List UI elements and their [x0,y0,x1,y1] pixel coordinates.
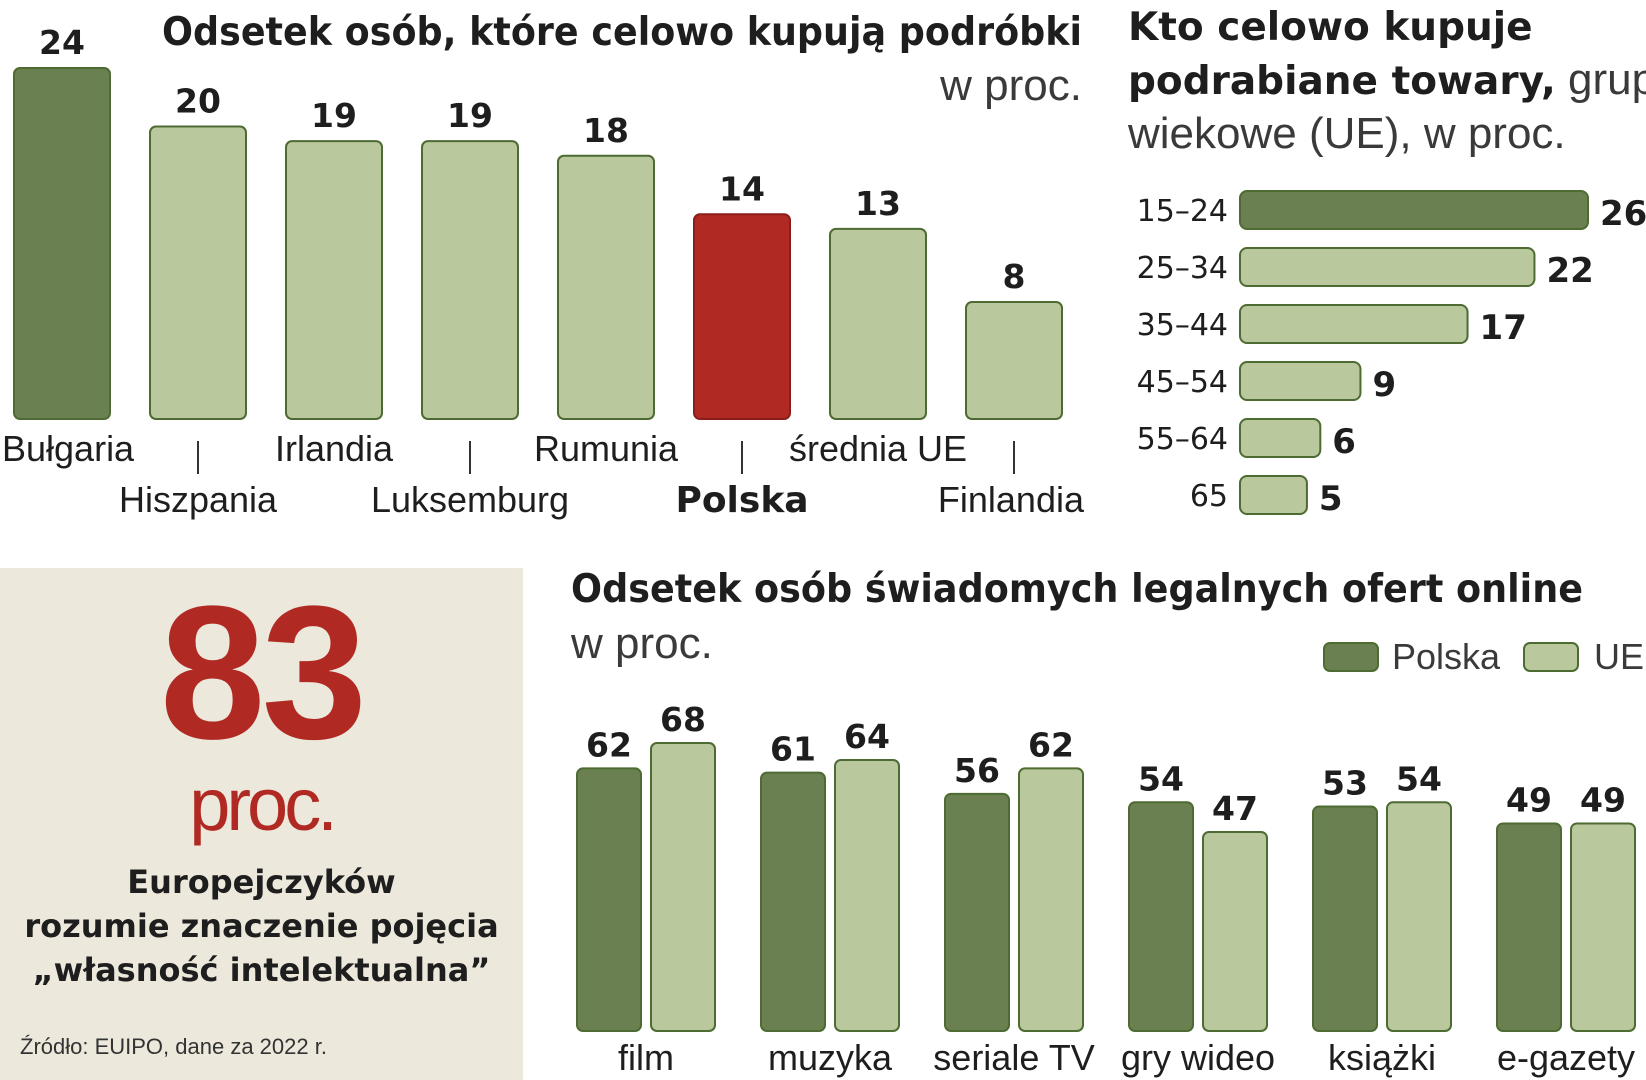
chart2-bar-3 [1239,304,1469,344]
stat-caption-line-1: Europejczyków [127,863,396,901]
chart1-value-label-2: 20 [175,82,221,121]
stat-number: 83 [159,567,367,779]
chart2-value-label-4: 9 [1372,365,1396,405]
stat-block: 83 proc. Europejczyków rozumie znaczenie… [0,578,523,989]
chart2-bar-4 [1239,361,1362,401]
stat-unit: proc. [189,763,338,846]
chart1-bar-3 [285,140,383,420]
chart3-category-label-4: gry wideo [1121,1037,1275,1078]
source-note: Źródło: EUIPO, dane za 2022 r. [20,1034,327,1059]
chart3-value-label-5-polska: 53 [1322,764,1368,803]
chart1-category-label-5: Rumunia [534,428,679,469]
stat-caption-line-2: rozumie znaczenie pojęcia [24,907,499,945]
chart2-value-label-5: 6 [1332,422,1356,462]
chart3-value-label-2-ue: 64 [844,717,890,756]
chart2-category-label-2: 25–34 [1137,251,1228,286]
chart1-category-label-3: Irlandia [275,428,394,469]
chart3-value-label-3-ue: 62 [1028,725,1074,764]
chart2-value-label-2: 22 [1546,251,1593,291]
chart3-value-label-1-ue: 68 [660,700,706,739]
chart2-category-label-1: 15–24 [1137,194,1228,229]
chart1-category-label-6: Polska [675,480,808,521]
chart2-title-line-3: wiekowe (UE), w proc. [1127,109,1566,158]
chart1-value-label-4: 19 [447,96,493,135]
chart3-category-label-6: e-gazety [1497,1037,1635,1078]
chart3-value-label-2-polska: 61 [770,730,816,769]
chart3-bar-5-polska [1312,805,1378,1032]
chart2-title-line-1: Kto celowo kupuje [1128,5,1533,50]
chart3-category-label-3: seriale TV [933,1037,1094,1078]
chart1-bar-7 [829,227,927,420]
chart1-category-label-2: Hiszpania [119,479,278,520]
chart3-value-label-6-polska: 49 [1506,780,1552,819]
stat-panel-background [0,568,523,1080]
chart3-bar-1-polska [576,767,642,1032]
chart2-category-label-3: 35–44 [1137,308,1228,343]
chart1-value-label-8: 8 [1003,257,1026,296]
chart3-bar-6-polska [1496,822,1562,1032]
chart3-category-label-2: muzyka [768,1037,893,1078]
chart2-bar-6 [1239,475,1308,515]
chart2-value-label-3: 17 [1480,308,1527,348]
chart3-bar-4-polska [1128,801,1194,1033]
chart2-category-label-4: 45–54 [1137,365,1228,400]
chart2-title-bold-part: podrabiane towary, [1128,59,1556,104]
chart3-category-label-5: książki [1328,1037,1436,1078]
chart3-bar-3-polska [944,792,1010,1033]
chart3-legend-swatch-ue [1523,642,1579,672]
chart1-value-label-6: 14 [719,169,765,208]
chart3-subtitle: w proc. [570,619,713,668]
chart3-value-label-4-ue: 47 [1212,789,1258,828]
chart3-bar-3-ue [1018,767,1084,1032]
chart1-value-label-1: 24 [39,23,85,62]
chart3-value-label-1-polska: 62 [586,725,632,764]
chart3-legend-swatch-polska [1323,642,1379,672]
chart2-category-label-6: 65 [1190,479,1228,514]
chart3-legend-label-polska: Polska [1392,636,1501,677]
chart2-title-line-2: podrabiane towary, grupy [1128,55,1646,104]
chart1-bar-2 [149,125,247,420]
chart1-bar-8 [965,301,1063,420]
chart3-legend-label-ue: UE [1594,636,1644,677]
chart1-value-label-5: 18 [583,111,629,150]
chart1-bar-1 [13,67,111,420]
chart2-category-label-5: 55–64 [1137,422,1228,457]
chart1-category-label-8: Finlandia [938,479,1085,520]
chart1-bar-4 [421,140,519,420]
chart1-value-label-7: 13 [855,184,901,223]
chart3-value-label-5-ue: 54 [1396,759,1442,798]
chart3-title: Odsetek osób świadomych legalnych ofert … [571,567,1583,612]
chart1-category-label-4: Luksemburg [371,479,569,520]
stat-caption-line-3: „własność intelektualna” [32,951,491,989]
chart1-category-label-7: średnia UE [789,428,967,469]
chart1-category-label-1: Bułgaria [2,428,135,469]
chart3-category-label-1: film [618,1037,674,1078]
chart1-subtitle: w proc. [939,61,1082,110]
chart2-bar-2 [1239,247,1536,287]
chart3-value-label-4-polska: 54 [1138,759,1184,798]
chart3-bar-2-ue [834,758,900,1032]
chart1-title: Odsetek osób, które celowo kupują podrób… [162,10,1082,55]
chart1-bar-5 [557,154,655,420]
chart2-bar-1 [1239,190,1589,230]
chart3-bar-2-polska [760,771,826,1032]
chart3-bar-1-ue [650,742,716,1032]
chart3-value-label-6-ue: 49 [1580,780,1626,819]
chart2-value-label-1: 26 [1600,194,1646,234]
chart3-bar-5-ue [1386,801,1452,1033]
chart3-value-label-3-polska: 56 [954,751,1000,790]
chart2-bar-5 [1239,418,1322,458]
chart1-bar-6 [693,213,791,420]
chart2-title-light-part: grupy [1556,55,1646,104]
chart3-bar-4-ue [1202,830,1268,1032]
chart3-bar-6-ue [1570,822,1636,1032]
chart2-value-label-6: 5 [1319,479,1343,519]
chart1-value-label-3: 19 [311,96,357,135]
